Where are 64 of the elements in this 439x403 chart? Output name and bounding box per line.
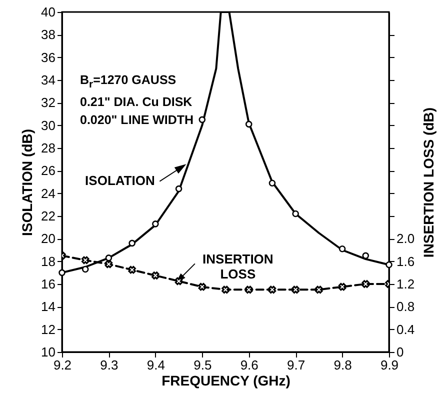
point — [152, 220, 159, 228]
y-axis-title: ISOLATION (dB) — [19, 128, 36, 236]
y-tick-label: 40 — [41, 4, 56, 20]
annotation: ISOLATION — [85, 173, 155, 188]
y-tick-label: 10 — [41, 344, 56, 360]
point — [362, 280, 370, 288]
x-axis-title: FREQUENCY (GHz) — [162, 372, 290, 388]
x-tick-label: 9.2 — [53, 358, 72, 372]
point — [81, 256, 90, 264]
x-tick-label: 9.3 — [100, 358, 118, 372]
point — [105, 254, 112, 262]
annotation: 0.21" DIA. Cu DISK — [80, 94, 194, 110]
y2-tick-label: 2.0 — [396, 231, 415, 246]
point — [338, 245, 346, 252]
point — [292, 210, 299, 218]
point — [82, 266, 89, 273]
x-tick-label: 9.5 — [194, 358, 212, 372]
x-tick-label: 9.6 — [240, 358, 258, 372]
y-tick-label: 30 — [41, 118, 56, 133]
point — [128, 266, 136, 274]
x-tick-label: 9.8 — [334, 358, 352, 372]
point — [222, 286, 230, 294]
y-tick-label: 32 — [41, 95, 56, 110]
y-tick-label: 28 — [41, 140, 56, 156]
point — [58, 269, 66, 276]
y-tick-label: 12 — [41, 322, 56, 337]
point — [315, 286, 323, 294]
y-tick-label: 20 — [41, 231, 56, 246]
y-tick-label: 14 — [41, 299, 56, 314]
x-tick-label: 9.4 — [146, 358, 165, 372]
point — [268, 286, 276, 294]
annotation: INSERTION LOSS — [202, 252, 274, 282]
annotation: 0.020" LINE WIDTH — [80, 112, 195, 129]
point — [198, 116, 206, 124]
y2-tick-label: 0 — [396, 344, 404, 360]
point — [292, 286, 300, 294]
point — [245, 120, 252, 128]
point — [128, 240, 136, 247]
y-tick-label: 36 — [41, 50, 56, 65]
x-tick-label: 9.7 — [287, 358, 306, 372]
point — [244, 286, 253, 294]
point — [362, 252, 370, 260]
y-tick-label: 18 — [41, 254, 56, 269]
y-tick-label: 38 — [41, 27, 56, 42]
point — [174, 277, 183, 286]
point — [152, 272, 160, 280]
y2-tick-label: 1.2 — [396, 276, 415, 292]
x-tick-label: 9.9 — [380, 358, 399, 372]
point — [175, 185, 182, 192]
y2-tick-label: 0.8 — [396, 299, 415, 314]
point — [268, 180, 276, 187]
y-tick-label: 34 — [41, 72, 56, 88]
y2-tick-label: 1.6 — [396, 254, 415, 269]
point — [104, 260, 113, 268]
y-tick-label: 24 — [41, 186, 56, 201]
y-tick-label: 26 — [41, 163, 56, 178]
y-tick-label: 16 — [41, 276, 56, 292]
point — [198, 282, 206, 291]
point — [386, 261, 392, 268]
y2-tick-label: 0.4 — [396, 322, 415, 337]
y-tick-label: 22 — [41, 208, 56, 224]
annotation: B$_{r}$=1270 GAUSS — [80, 72, 178, 92]
y2-axis-title: INSERTION LOSS (dB) — [420, 107, 436, 258]
point — [338, 282, 346, 291]
